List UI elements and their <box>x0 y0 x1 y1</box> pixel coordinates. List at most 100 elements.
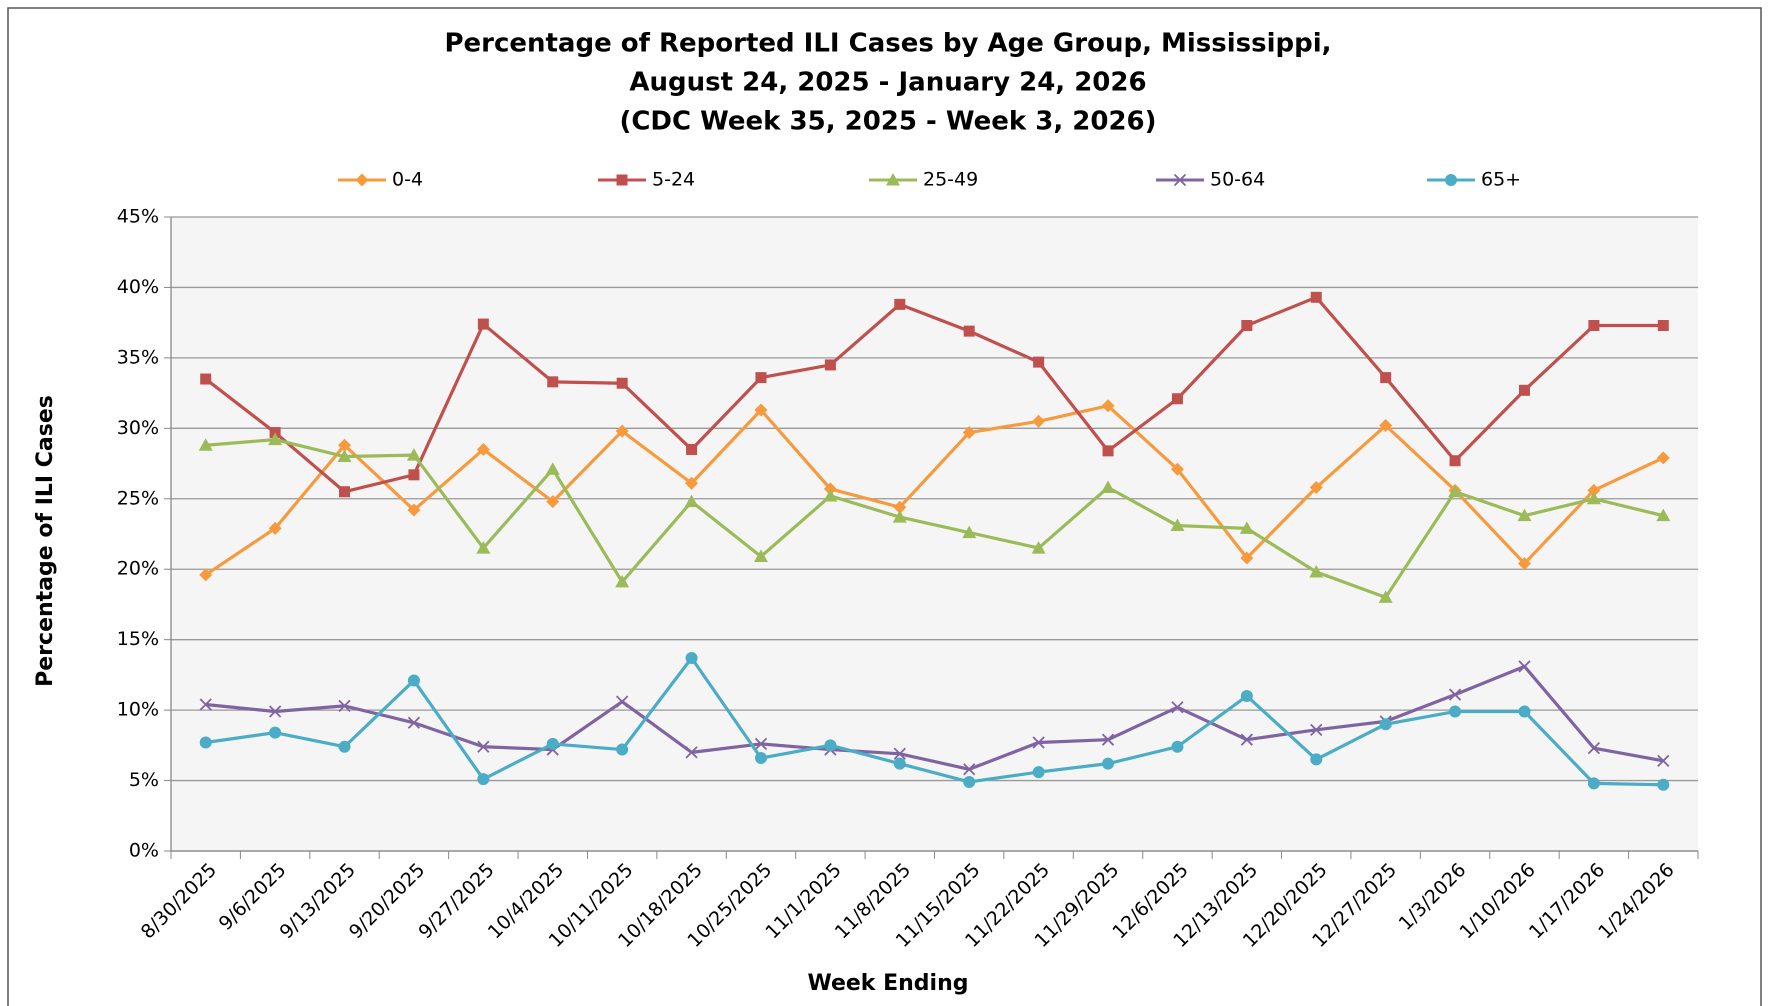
marker <box>1101 733 1115 746</box>
marker <box>1171 740 1184 753</box>
marker <box>963 325 975 337</box>
marker <box>616 743 629 756</box>
marker <box>1032 414 1046 428</box>
marker <box>893 757 906 770</box>
marker <box>824 739 837 752</box>
marker <box>1170 518 1185 532</box>
marker <box>477 773 490 786</box>
marker <box>1101 399 1115 413</box>
marker <box>408 469 420 481</box>
marker <box>407 674 420 687</box>
marker <box>1102 757 1115 770</box>
marker <box>892 510 907 523</box>
marker <box>894 298 906 310</box>
marker <box>545 462 560 475</box>
marker <box>1240 733 1253 746</box>
marker <box>754 403 768 417</box>
marker <box>1033 356 1045 368</box>
y-tick-label: 45% <box>117 206 159 228</box>
marker <box>1241 319 1253 331</box>
legend-label: 25-49 <box>923 169 978 191</box>
marker <box>338 438 352 452</box>
chart-title: August 24, 2025 - January 24, 2026 <box>629 68 1146 98</box>
marker <box>1448 484 1463 498</box>
marker <box>823 482 837 496</box>
marker <box>1657 754 1670 767</box>
marker <box>753 549 768 563</box>
marker <box>546 495 560 509</box>
marker <box>269 427 281 439</box>
marker <box>199 568 213 582</box>
y-tick-label: 25% <box>117 487 159 509</box>
marker <box>476 442 490 456</box>
marker <box>1171 701 1184 714</box>
marker <box>615 574 630 588</box>
y-tick-label: 40% <box>117 276 159 298</box>
y-tick-label: 5% <box>129 769 159 791</box>
marker <box>337 449 352 463</box>
marker <box>823 488 838 502</box>
series-line <box>205 656 1664 787</box>
marker <box>407 716 421 729</box>
y-tick-label: 15% <box>117 628 159 650</box>
series-line <box>204 404 1664 577</box>
marker <box>1586 491 1601 505</box>
marker <box>1378 590 1393 603</box>
marker <box>1518 384 1530 396</box>
y-tick-label: 35% <box>117 346 159 368</box>
marker <box>1310 291 1322 303</box>
marker <box>199 698 212 711</box>
marker <box>1587 742 1601 755</box>
series-line <box>205 664 1664 771</box>
marker <box>1379 718 1392 731</box>
marker <box>1587 777 1600 790</box>
marker <box>198 438 213 451</box>
marker <box>338 740 351 753</box>
marker <box>893 500 907 514</box>
marker <box>1240 551 1254 565</box>
marker <box>685 651 698 664</box>
marker <box>200 373 212 385</box>
y-tick-label: 30% <box>117 417 159 439</box>
marker <box>686 443 698 455</box>
legend-label: 50-64 <box>1210 169 1265 191</box>
marker <box>1170 462 1184 476</box>
marker <box>1239 521 1254 534</box>
series-line <box>205 438 1664 599</box>
marker <box>616 377 628 389</box>
x-axis-title: Week Ending <box>807 971 968 996</box>
marker <box>1449 455 1461 467</box>
marker <box>268 705 282 718</box>
y-tick-label: 10% <box>117 699 159 721</box>
marker <box>1587 483 1601 497</box>
marker <box>963 775 976 788</box>
marker <box>407 503 421 517</box>
marker <box>886 173 900 186</box>
y-tick-label: 0% <box>129 840 159 862</box>
marker <box>1240 690 1253 703</box>
legend-label: 5-24 <box>652 169 695 191</box>
marker <box>1171 393 1183 405</box>
y-tick-label: 20% <box>117 558 159 580</box>
marker <box>962 525 977 539</box>
marker <box>338 699 351 713</box>
marker <box>754 737 768 751</box>
marker <box>339 486 351 498</box>
marker <box>547 376 559 388</box>
chart-title: Percentage of Reported ILI Cases by Age … <box>444 29 1331 59</box>
marker <box>1379 419 1393 433</box>
legend-label: 0-4 <box>392 169 423 191</box>
marker <box>268 521 282 535</box>
marker <box>355 173 369 187</box>
marker <box>615 424 629 438</box>
marker <box>616 695 629 708</box>
marker <box>1309 565 1324 578</box>
marker <box>893 747 906 760</box>
marker <box>1656 508 1671 522</box>
marker <box>1102 445 1114 457</box>
legend-label: 65+ <box>1481 169 1521 191</box>
marker <box>199 736 212 749</box>
marker <box>962 426 976 440</box>
marker <box>546 737 559 750</box>
marker <box>1310 723 1323 736</box>
